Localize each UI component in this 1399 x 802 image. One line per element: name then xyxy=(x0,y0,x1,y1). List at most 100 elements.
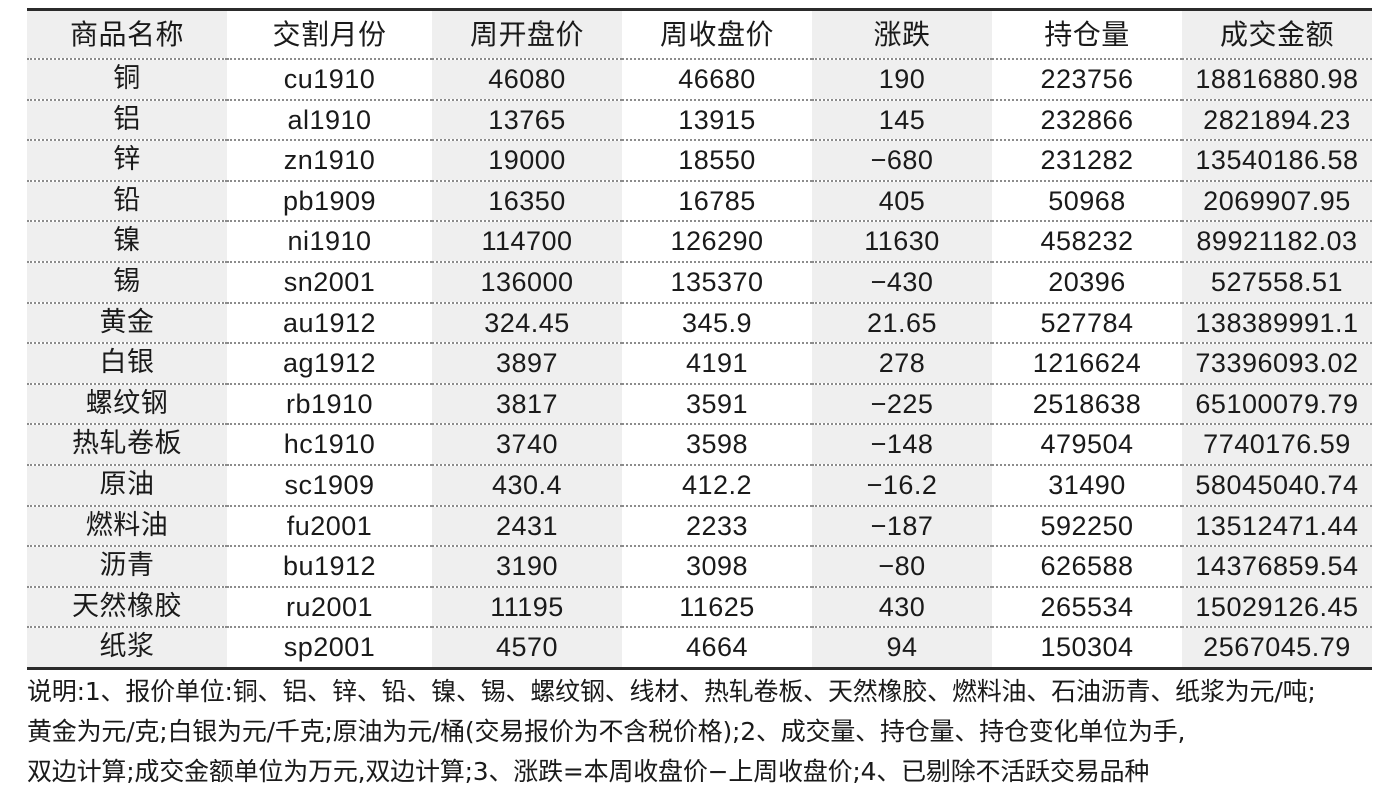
cell-weekly-open: 46080 xyxy=(432,59,622,101)
table-row: 纸浆 sp2001 4570 4664 94 150304 2567045.79 xyxy=(27,627,1372,669)
cell-weekly-close: 3098 xyxy=(622,546,812,588)
cell-delivery-month: sn2001 xyxy=(227,261,432,304)
cell-weekly-open: 114700 xyxy=(432,221,622,263)
cell-change: 190 xyxy=(812,59,992,101)
cell-delivery-month: au1912 xyxy=(227,302,432,345)
cell-weekly-close: 345.9 xyxy=(622,302,812,345)
cell-product-name: 铜 xyxy=(27,59,227,101)
column-header-turnover-amount: 成交金额 xyxy=(1182,9,1372,60)
column-header-delivery-month: 交割月份 xyxy=(227,9,432,60)
cell-open-interest: 20396 xyxy=(992,261,1182,304)
cell-open-interest: 31490 xyxy=(992,464,1182,507)
cell-delivery-month: pb1909 xyxy=(227,180,432,223)
cell-open-interest: 592250 xyxy=(992,505,1182,548)
cell-change: 145 xyxy=(812,99,992,142)
footnote-line: 黄金为元/克;白银为元/千克;原油为元/桶(交易报价为不含税价格);2、成交量、… xyxy=(27,717,1186,746)
cell-product-name: 铝 xyxy=(27,99,227,142)
cell-weekly-open: 2431 xyxy=(432,505,622,548)
cell-turnover-amount: 89921182.03 xyxy=(1182,221,1372,263)
cell-weekly-open: 3740 xyxy=(432,424,622,466)
cell-product-name: 纸浆 xyxy=(27,627,227,669)
cell-open-interest: 150304 xyxy=(992,627,1182,669)
cell-open-interest: 231282 xyxy=(992,140,1182,182)
cell-weekly-close: 4191 xyxy=(622,343,812,385)
cell-change: 11630 xyxy=(812,221,992,263)
cell-delivery-month: sc1909 xyxy=(227,464,432,507)
cell-product-name: 镍 xyxy=(27,221,227,263)
cell-delivery-month: sp2001 xyxy=(227,627,432,669)
cell-weekly-open: 16350 xyxy=(432,180,622,223)
cell-turnover-amount: 65100079.79 xyxy=(1182,383,1372,426)
cell-open-interest: 232866 xyxy=(992,99,1182,142)
cell-weekly-close: 3591 xyxy=(622,383,812,426)
table-body: 铜 cu1910 46080 46680 190 223756 18816880.98 铝 al… xyxy=(27,59,1372,669)
table-header: 商品名称 交割月份 周开盘价 周收盘价 涨跌 持仓量 成交金额 xyxy=(27,9,1372,60)
cell-product-name: 天然橡胶 xyxy=(27,586,227,629)
column-header-open-interest: 持仓量 xyxy=(992,9,1182,60)
cell-product-name: 黄金 xyxy=(27,302,227,345)
cell-weekly-close: 3598 xyxy=(622,424,812,466)
table-row: 锡 sn2001 136000 135370 −430 20396 527558.51 xyxy=(27,261,1372,304)
table-row: 热轧卷板 hc1910 3740 3598 −148 479504 7740176.59 xyxy=(27,424,1372,466)
cell-weekly-close: 2233 xyxy=(622,505,812,548)
cell-weekly-close: 11625 xyxy=(622,586,812,629)
cell-change: −187 xyxy=(812,505,992,548)
market-table-container: 商品名称 交割月份 周开盘价 周收盘价 涨跌 持仓量 成交金额 铜 cu1910 4… xyxy=(27,8,1372,670)
cell-weekly-open: 3190 xyxy=(432,546,622,588)
cell-delivery-month: bu1912 xyxy=(227,546,432,588)
cell-weekly-close: 16785 xyxy=(622,180,812,223)
table-row: 铝 al1910 13765 13915 145 232866 2821894.23 xyxy=(27,99,1372,142)
cell-product-name: 白银 xyxy=(27,343,227,385)
cell-turnover-amount: 7740176.59 xyxy=(1182,424,1372,466)
cell-change: −16.2 xyxy=(812,464,992,507)
cell-open-interest: 265534 xyxy=(992,586,1182,629)
cell-product-name: 螺纹钢 xyxy=(27,383,227,426)
cell-turnover-amount: 13512471.44 xyxy=(1182,505,1372,548)
column-header-product-name: 商品名称 xyxy=(27,9,227,60)
cell-turnover-amount: 2567045.79 xyxy=(1182,627,1372,669)
cell-change: 21.65 xyxy=(812,302,992,345)
cell-product-name: 热轧卷板 xyxy=(27,424,227,466)
cell-weekly-open: 19000 xyxy=(432,140,622,182)
column-header-change: 涨跌 xyxy=(812,9,992,60)
cell-change: 405 xyxy=(812,180,992,223)
cell-delivery-month: al1910 xyxy=(227,99,432,142)
cell-change: 430 xyxy=(812,586,992,629)
cell-delivery-month: ru2001 xyxy=(227,586,432,629)
header-row: 商品名称 交割月份 周开盘价 周收盘价 涨跌 持仓量 成交金额 xyxy=(27,9,1372,60)
cell-weekly-open: 430.4 xyxy=(432,464,622,507)
table-row: 铅 pb1909 16350 16785 405 50968 2069907.95 xyxy=(27,180,1372,223)
table-row: 沥青 bu1912 3190 3098 −80 626588 14376859.54 xyxy=(27,546,1372,588)
column-header-weekly-open: 周开盘价 xyxy=(432,9,622,60)
table-row: 镍 ni1910 114700 126290 11630 458232 89921182.0… xyxy=(27,221,1372,263)
cell-change: 278 xyxy=(812,343,992,385)
cell-change: −225 xyxy=(812,383,992,426)
cell-delivery-month: fu2001 xyxy=(227,505,432,548)
cell-weekly-close: 13915 xyxy=(622,99,812,142)
cell-turnover-amount: 2821894.23 xyxy=(1182,99,1372,142)
cell-turnover-amount: 527558.51 xyxy=(1182,261,1372,304)
cell-turnover-amount: 18816880.98 xyxy=(1182,59,1372,101)
cell-turnover-amount: 13540186.58 xyxy=(1182,140,1372,182)
table-row: 锌 zn1910 19000 18550 −680 231282 13540186.58 xyxy=(27,140,1372,182)
cell-open-interest: 1216624 xyxy=(992,343,1182,385)
cell-weekly-open: 4570 xyxy=(432,627,622,669)
table-row: 铜 cu1910 46080 46680 190 223756 18816880.98 xyxy=(27,59,1372,101)
cell-change: −430 xyxy=(812,261,992,304)
cell-weekly-open: 324.45 xyxy=(432,302,622,345)
cell-delivery-month: hc1910 xyxy=(227,424,432,466)
cell-turnover-amount: 14376859.54 xyxy=(1182,546,1372,588)
table-row: 螺纹钢 rb1910 3817 3591 −225 2518638 65100079.79 xyxy=(27,383,1372,426)
cell-change: 94 xyxy=(812,627,992,669)
cell-product-name: 燃料油 xyxy=(27,505,227,548)
footnote-note: 说明:1、报价单位:铜、铝、锌、铅、镍、锡、螺纹钢、线材、热轧卷板、天然橡胶、燃… xyxy=(27,672,1377,792)
cell-turnover-amount: 2069907.95 xyxy=(1182,180,1372,223)
table-row: 白银 ag1912 3897 4191 278 1216624 73396093.02 xyxy=(27,343,1372,385)
cell-open-interest: 458232 xyxy=(992,221,1182,263)
table-row: 天然橡胶 ru2001 11195 11625 430 265534 15029126.45 xyxy=(27,586,1372,629)
cell-change: −680 xyxy=(812,140,992,182)
cell-weekly-close: 412.2 xyxy=(622,464,812,507)
cell-weekly-close: 46680 xyxy=(622,59,812,101)
cell-product-name: 锌 xyxy=(27,140,227,182)
